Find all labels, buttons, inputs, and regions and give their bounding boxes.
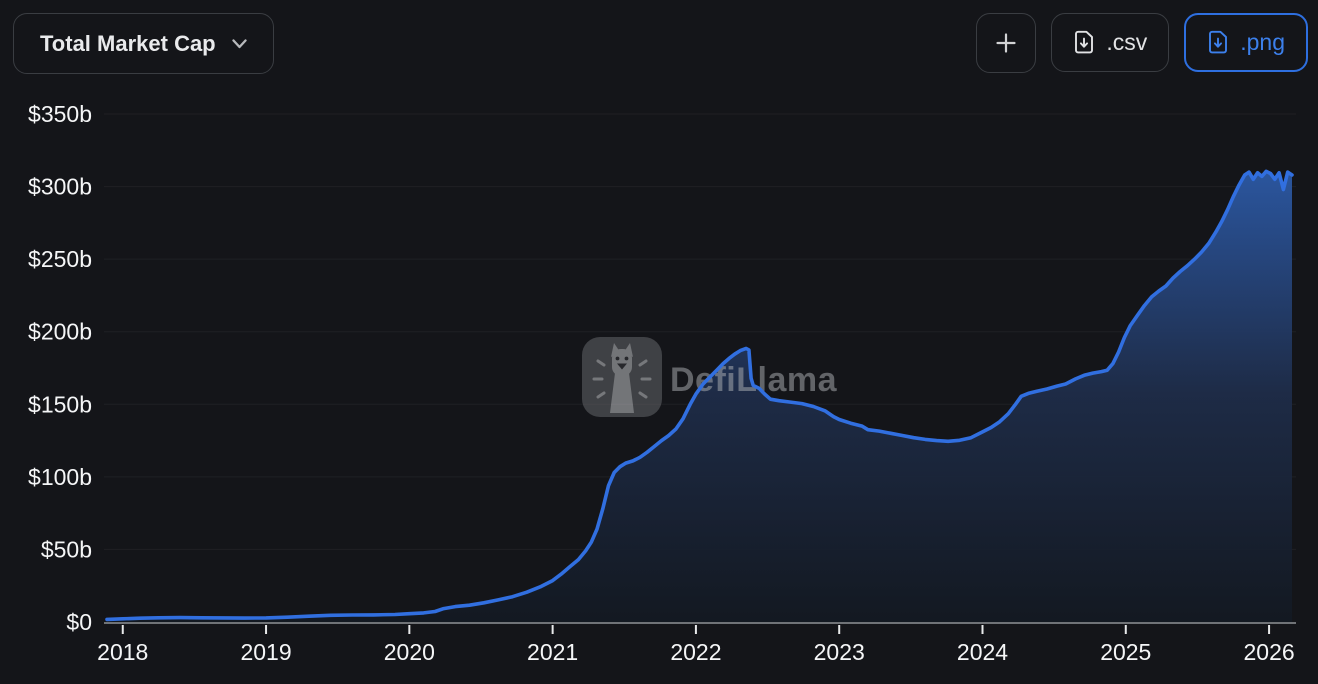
x-axis-label: 2024: [957, 639, 1008, 665]
download-csv-button[interactable]: .csv: [1051, 13, 1170, 72]
y-axis-label: $150b: [28, 391, 92, 417]
download-png-button[interactable]: .png: [1184, 13, 1308, 72]
metric-selector-label: Total Market Cap: [40, 30, 216, 56]
plus-icon: [996, 33, 1016, 53]
chart-toolbar: Total Market Cap .csv .: [0, 0, 1318, 74]
x-axis-label: 2020: [384, 639, 435, 665]
x-axis-label: 2019: [240, 639, 291, 665]
area-fill: [107, 171, 1292, 623]
defillama-watermark: DefiLlama: [582, 337, 837, 417]
x-axis-label: 2026: [1243, 639, 1294, 665]
x-axis-label: 2021: [527, 639, 578, 665]
y-axis-label: $0: [66, 609, 92, 635]
export-actions-group: .csv .png: [976, 13, 1308, 73]
add-chart-button[interactable]: [976, 13, 1037, 73]
y-axis-label: $50b: [41, 536, 92, 562]
png-file-download-icon: [1209, 30, 1228, 54]
line-series[interactable]: [105, 169, 1294, 622]
y-axis-label: $300b: [28, 174, 92, 200]
y-axis-label: $350b: [28, 101, 92, 127]
x-axis-label: 2023: [814, 639, 865, 665]
y-axis-label: $100b: [28, 464, 92, 490]
chevron-down-icon: [231, 38, 247, 48]
metric-selector-dropdown[interactable]: Total Market Cap: [13, 13, 274, 74]
y-axis-label: $200b: [28, 319, 92, 345]
defillama-logo-icon: [582, 337, 662, 417]
csv-button-label: .csv: [1106, 29, 1148, 55]
y-axis-label: $250b: [28, 246, 92, 272]
x-axis-label: 2018: [97, 639, 148, 665]
csv-file-download-icon: [1075, 30, 1094, 54]
x-axis-label: 2022: [670, 639, 721, 665]
x-axis-label: 2025: [1100, 639, 1151, 665]
png-button-label: .png: [1240, 29, 1285, 55]
